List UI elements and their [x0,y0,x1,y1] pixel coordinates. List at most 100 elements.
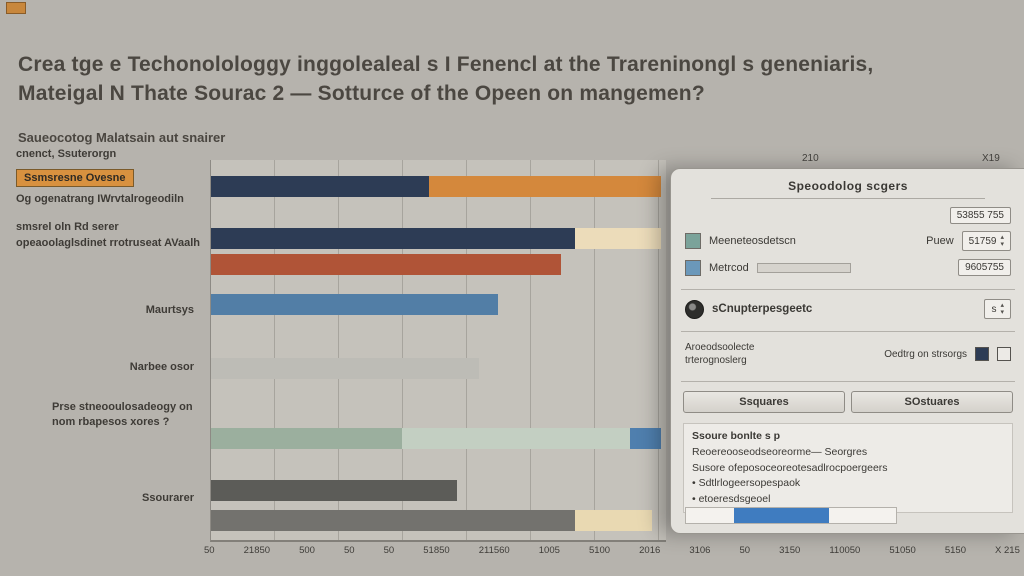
y-axis-label: Maurtsys [145,304,194,316]
knob-icon[interactable] [685,299,704,319]
panel-title: Speoodolog scgers [711,179,985,199]
panel-divider-1 [681,289,1015,290]
bar-segment [211,480,457,501]
chart-subtitle: Saueocotog Malatsain aut snairer [18,130,226,145]
axis-corner-label-left: 210 [802,153,819,164]
y-axis-label: Prse stneooulosadeogy on nom rbapesos xo… [52,401,193,428]
panel-buttons: Ssquares SOstuares [683,391,1013,413]
x-axis-tick: 500 [299,545,315,556]
bar-row [211,428,666,449]
x-axis-tick: 50 [383,545,395,556]
x-axis-ticks: 50 21850 500 50 50 51850 211560 1005 5100 2016 310… [204,545,1020,556]
squares-button[interactable]: Ssquares [683,391,845,413]
bar-segment [211,510,575,531]
options-label-line1: Aroeodsoolecte [685,342,755,353]
stepper-arrows-icon[interactable]: ▴ ▾ [1000,234,1004,248]
x-axis-tick: 110050 [829,545,861,556]
setting-row: sCnupterpesgeetc s ▴ ▾ [685,299,1011,319]
y-axis-label-highlighted: Ssmsresne Ovesne [16,169,134,187]
x-axis-tick: X 215 [995,545,1020,556]
field-label-puew: Puew [926,235,954,247]
legend-label-2: Metrcod [709,261,749,274]
bar-row [211,228,666,249]
bar-segment [575,510,653,531]
bar-row [211,294,666,315]
value-box-2[interactable]: 9605755 [958,259,1011,276]
panel-divider-3 [681,381,1015,382]
panel-list-items: Reoereooseodseoreorme— Seorgres Susore of… [692,445,1004,508]
options-mid-label: Oedtrg on strsorgs [884,348,967,360]
chart-title-line1: Crea tge e Techonolologgy inggolealeal s… [18,53,874,76]
legend-row-1: Meeneteosdetscn Puew 51759 ▴ ▾ [685,231,1011,251]
bar-segment [429,176,662,197]
slider-track[interactable] [756,262,851,273]
x-axis-tick: 50 [204,545,215,556]
legend-swatch-teal [685,233,701,249]
checkbox-filled[interactable] [975,347,989,361]
bar-segment [402,428,630,449]
panel-list-heading: Ssoure bonlte s p [692,430,781,442]
x-axis-tick: 3106 [689,545,711,556]
panel-divider-2 [681,331,1015,332]
sostuares-button[interactable]: SOstuares [851,391,1013,413]
x-axis-tick: 50 [739,545,751,556]
x-axis-tick: 211560 [478,545,510,556]
y-axis-label: opeaoolaglsdinet rrotruseat AVaalh [16,237,200,249]
bar-segment [575,228,662,249]
progress-fill [734,508,829,523]
x-axis-tick: 5100 [588,545,611,556]
x-axis-tick: 3150 [779,545,801,556]
bar-segment [211,358,480,379]
stepper-value-1: 51759 [968,235,997,247]
legend-label-1: Meeneteosdetscn [709,235,796,247]
y-axis-label: cnenct, Ssuterorgn [16,148,117,160]
panel-list: Ssoure bonlte s p Reoereooseodseoreorme—… [683,423,1013,513]
axis-corner-label-right: X19 [982,153,1000,164]
stepper-input-1[interactable]: 51759 ▴ ▾ [961,231,1011,251]
side-panel: Speoodolog scgers 53855 755 Meeneteosdet… [670,168,1024,534]
bar-row [211,480,666,501]
progress-track [685,507,897,524]
value-box-2-text: 9605755 [965,262,1004,273]
bar-row [211,254,666,275]
panel-list-item: • Sdtlrlogeersopespaok [692,477,801,490]
options-row: Aroeodsoolecte trterognoslerg Oedtrg on … [685,341,1011,367]
legend-swatch-blue [685,259,701,276]
x-axis-tick: 50 [344,545,355,556]
x-axis-tick: 51850 [423,545,450,556]
x-axis-tick: 5150 [944,545,966,556]
bar-segment [629,428,662,449]
bar-segment [211,294,498,315]
panel-list-item: Reoereooseodseoreorme— Seorgres [692,445,868,458]
panel-list-item: • etoeresdsgeoel [692,493,771,505]
decoration-mark [6,2,26,14]
options-label: Aroeodsoolecte trterognoslerg [685,341,755,367]
y-axis-label: Narbee osor [129,361,194,373]
x-axis-tick: 21850 [243,545,271,556]
x-axis-tick: 2016 [639,545,661,556]
stepper-value-2: s [991,303,997,315]
x-axis-tick: 51050 [889,545,916,556]
y-axis-label: smsrel oln Rd serer [16,221,119,233]
bar-segment [211,176,430,197]
bar-chart-plot-area [210,160,666,542]
y-axis-label: Og ogenatrang IWrvtalrogeodiln [16,193,184,205]
chart-title: Crea tge e Techonolologgy inggolealeal s… [18,50,898,109]
legend-row-2: Metrcod 9605755 [685,259,1011,276]
options-label-line2: trterognoslerg [685,355,747,366]
stepper-input-2[interactable]: s ▴ ▾ [984,299,1011,319]
bar-segment [211,228,575,249]
bar-row [211,510,666,531]
stepper-arrows-icon-2[interactable]: ▴ ▾ [1000,302,1004,316]
value-box-total[interactable]: 53855 755 [949,207,1011,224]
setting-label: sCnupterpesgeetc [712,303,813,315]
panel-list-item: Susore ofeposoceoreotesadlrocpoergeers [692,461,888,474]
bar-segment [211,428,403,449]
x-axis-tick: 1005 [538,545,560,556]
bar-segment [211,254,562,275]
chart-title-line2: Mateigal N Thate Sourac 2 — Sotturce of … [18,82,705,106]
bar-row [211,358,666,379]
value-box-total-text: 53855 755 [956,210,1004,221]
checkbox-empty[interactable] [997,347,1011,361]
y-axis-label: Ssourarer [142,492,194,504]
